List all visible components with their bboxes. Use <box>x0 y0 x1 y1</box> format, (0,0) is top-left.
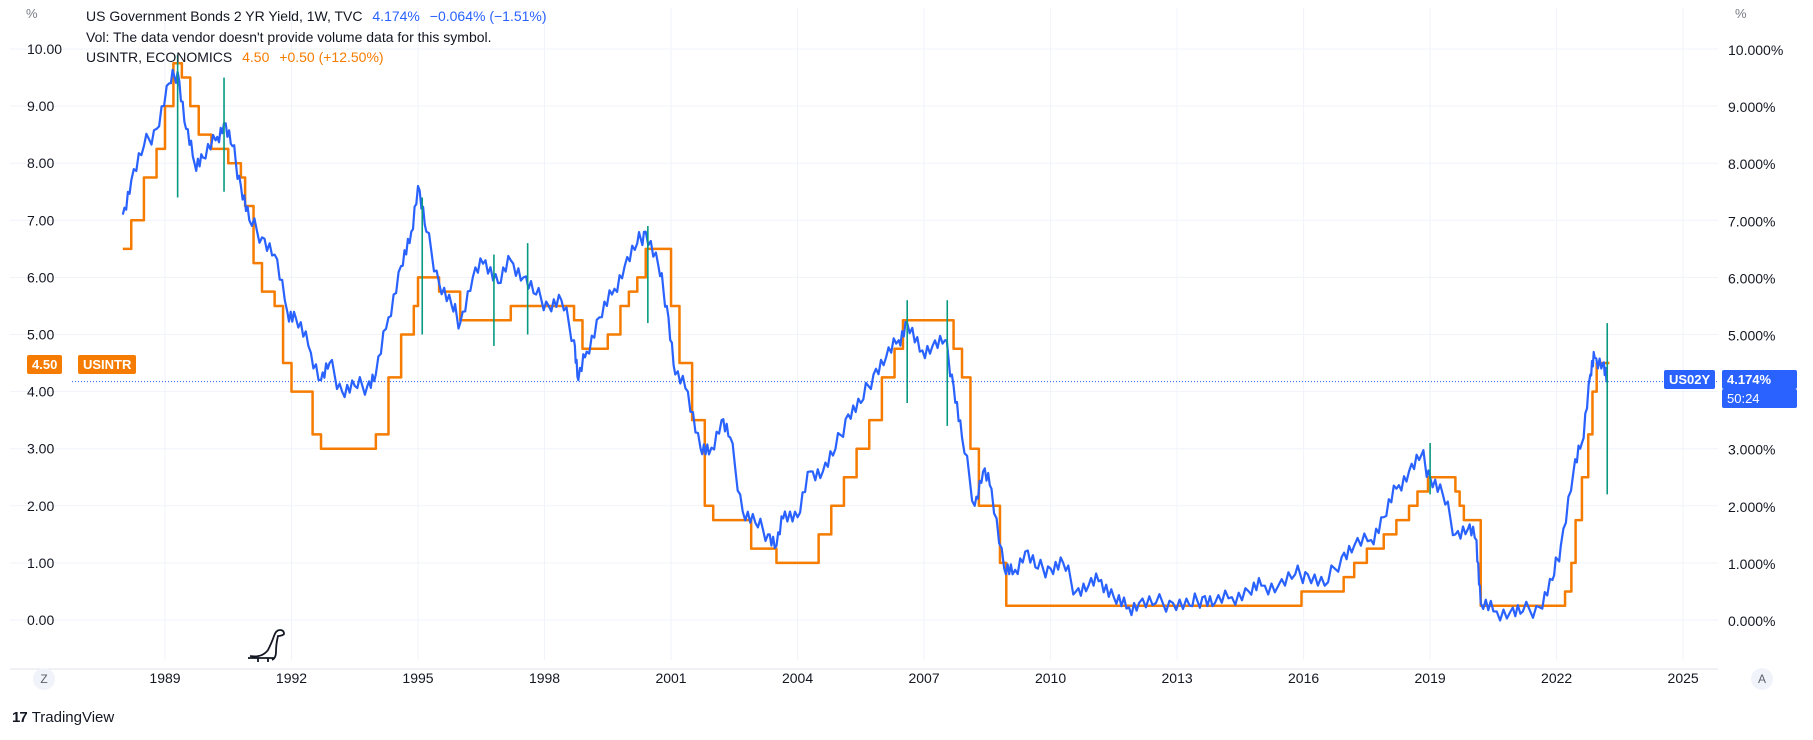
right-tick-label: 0.000% <box>1728 613 1775 629</box>
right-tick-label: 8.000% <box>1728 156 1775 172</box>
right-tick-label: 7.000% <box>1728 213 1775 229</box>
left-tick-label: 7.00 <box>27 212 54 228</box>
time-tick-label: 2010 <box>1035 670 1066 686</box>
legend-rate-symbol[interactable]: USINTR, ECONOMICS <box>86 49 233 65</box>
left-tick-label: 1.00 <box>27 555 54 571</box>
time-tick-label: 1995 <box>402 670 433 686</box>
series-layer <box>121 62 1610 622</box>
auto-scale-button[interactable]: A <box>1751 668 1773 690</box>
yield-symbol-tag: US02Y <box>1664 370 1716 389</box>
time-tick-label: 2019 <box>1415 670 1446 686</box>
grid <box>10 8 1718 660</box>
time-tick-label: 2016 <box>1288 670 1319 686</box>
tradingview-logo-icon: 17 <box>12 709 28 726</box>
tradingview-logo[interactable]: 17 TradingView <box>12 709 114 726</box>
volume-marks <box>176 54 1609 495</box>
legend-yield-change: −0.064% (−1.51%) <box>429 8 547 24</box>
right-tick-label: 5.000% <box>1728 328 1775 344</box>
right-tick-label: 3.000% <box>1728 442 1775 458</box>
right-tick-label: 10.000% <box>1728 42 1783 58</box>
time-tick-label: 2007 <box>908 670 939 686</box>
left-tick-label: 4.00 <box>27 384 54 400</box>
rate-value-tag: 4.50 <box>27 355 63 374</box>
rate-symbol-tag: USINTR <box>78 355 137 374</box>
series-line-usintr[interactable] <box>122 62 1610 607</box>
time-tick-label: 2004 <box>782 670 813 686</box>
time-tick-label: 1998 <box>529 670 560 686</box>
zoom-reset-button[interactable]: Z <box>33 668 55 690</box>
legend-row-yield[interactable]: US Government Bonds 2 YR Yield, 1W, TVC … <box>86 6 553 26</box>
time-tick-label: 2022 <box>1541 670 1572 686</box>
left-tick-label: 9.00 <box>27 98 54 114</box>
left-tick-label: 3.00 <box>27 441 54 457</box>
legend-rate-value: 4.50 <box>242 49 270 65</box>
left-tick-label: 5.00 <box>27 327 54 343</box>
legend-row-volume: Vol: The data vendor doesn't provide vol… <box>86 27 498 47</box>
time-tick-label: 2001 <box>655 670 686 686</box>
right-tick-label: 6.000% <box>1728 270 1775 286</box>
left-tick-label: 10.00 <box>27 41 62 57</box>
time-tick-label: 2025 <box>1668 670 1699 686</box>
left-tick-label: 0.00 <box>27 612 54 628</box>
time-axis[interactable]: 1989 1992 1995 1998 2001 2004 2007 2010 2013 2016… <box>149 670 1698 686</box>
left-tick-label: 2.00 <box>27 498 54 514</box>
right-axis-unit: % <box>1735 6 1747 21</box>
right-tick-label: 2.000% <box>1728 499 1775 515</box>
tradingview-brand-label: TradingView <box>31 709 115 726</box>
right-tick-label: 1.000% <box>1728 556 1775 572</box>
left-tick-label: 6.00 <box>27 269 54 285</box>
legend-volume-text: Vol: The data vendor doesn't provide vol… <box>86 29 492 45</box>
legend-rate-change: +0.50 (+12.50%) <box>279 49 384 65</box>
left-axis-unit: % <box>26 6 38 21</box>
time-tick-label: 2013 <box>1162 670 1193 686</box>
right-price-axis[interactable]: 10.000%9.000%8.000%7.000%6.000%5.000%4.0… <box>1728 42 1783 629</box>
left-tick-label: 8.00 <box>27 155 54 171</box>
series-line-us02y[interactable] <box>121 68 1609 622</box>
legend-row-rate[interactable]: USINTR, ECONOMICS 4.50 +0.50 (+12.50%) <box>86 47 390 67</box>
bar-countdown-tag: 50:24 <box>1722 389 1797 408</box>
left-price-axis[interactable]: 10.00 9.00 8.00 7.00 6.00 5.00 4.00 3.00 2.00 1.0… <box>27 41 62 628</box>
legend-yield-symbol[interactable]: US Government Bonds 2 YR Yield, 1W, TVC <box>86 8 363 24</box>
legend-yield-value: 4.174% <box>372 8 420 24</box>
yield-value-tag: 4.174% <box>1722 370 1797 389</box>
time-tick-label: 1989 <box>149 670 180 686</box>
time-tick-label: 1992 <box>276 670 307 686</box>
right-tick-label: 9.000% <box>1728 99 1775 115</box>
dino-icon <box>248 629 285 662</box>
